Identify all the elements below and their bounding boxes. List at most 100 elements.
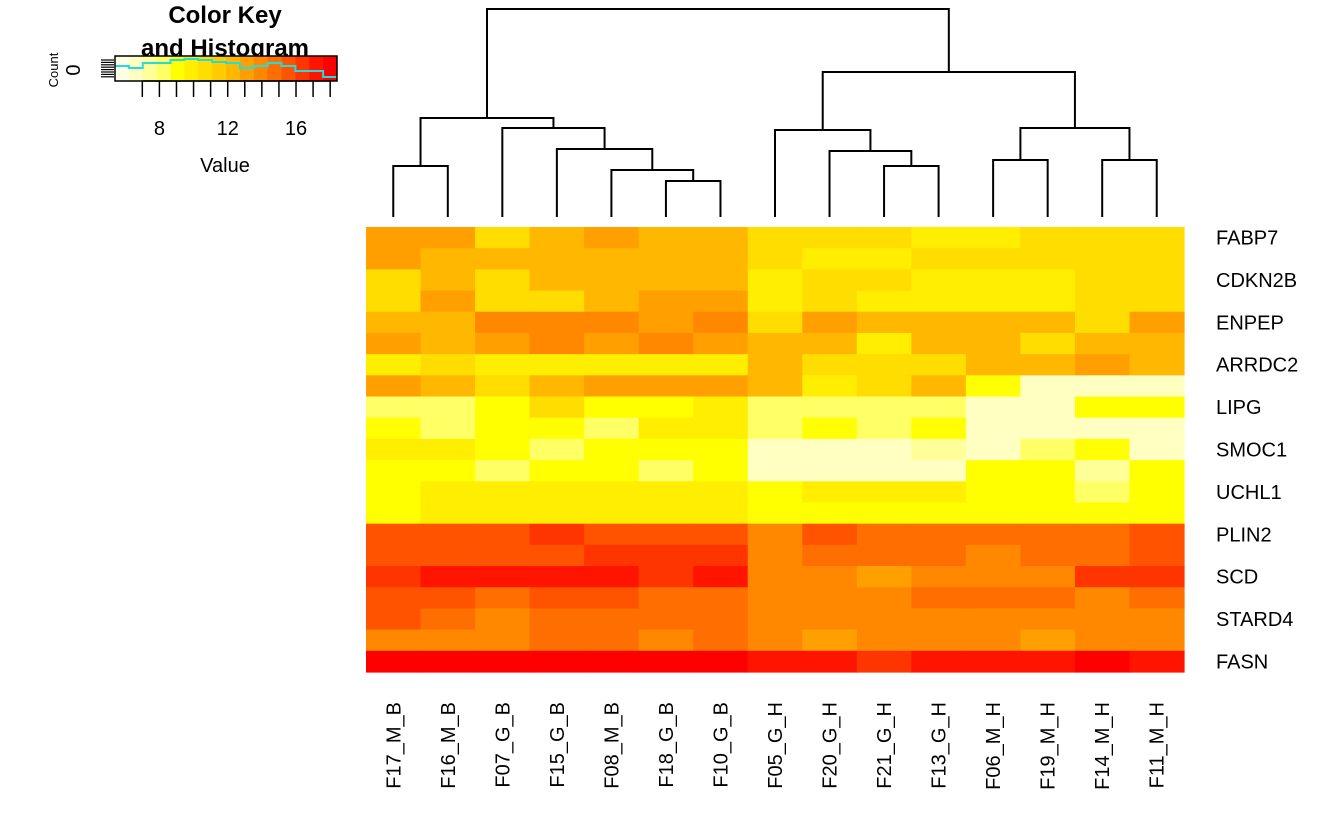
heatmap-cell bbox=[366, 438, 422, 461]
heatmap-cell bbox=[965, 460, 1021, 482]
heatmap-cell bbox=[366, 417, 422, 440]
heatmap-cell bbox=[584, 227, 640, 249]
heatmap-cell bbox=[475, 269, 531, 292]
row-label: STARD4 bbox=[1216, 609, 1293, 631]
heatmap-cell bbox=[856, 608, 912, 631]
heatmap-cell bbox=[420, 650, 476, 673]
heatmap-cell bbox=[1129, 269, 1185, 292]
heatmap-cell bbox=[366, 650, 422, 673]
heatmap-cell bbox=[747, 629, 803, 652]
heatmap-cell bbox=[747, 502, 803, 525]
heatmap-cell bbox=[693, 629, 749, 652]
heatmap-cell bbox=[366, 629, 422, 652]
heatmap-cell bbox=[420, 566, 476, 588]
heatmap-cell bbox=[693, 396, 749, 419]
heatmap-cell bbox=[475, 438, 531, 461]
heatmap-cell bbox=[802, 248, 858, 270]
heatmap-cell bbox=[366, 544, 422, 567]
heatmap-cell bbox=[638, 311, 694, 334]
heatmap-cell bbox=[1020, 332, 1076, 355]
heatmap-cell bbox=[856, 502, 912, 525]
color-key-histogram bbox=[115, 58, 337, 78]
heatmap-cell bbox=[638, 290, 694, 313]
heatmap-cell bbox=[529, 332, 585, 355]
heatmap-cell bbox=[747, 608, 803, 631]
column-label: F18_G_B bbox=[656, 702, 678, 788]
heatmap-cell bbox=[693, 460, 749, 482]
heatmap-cell bbox=[475, 290, 531, 313]
heatmap-cell bbox=[475, 650, 531, 673]
heatmap-cell bbox=[475, 354, 531, 376]
row-label: PLIN2 bbox=[1216, 524, 1272, 546]
color-key-swatch bbox=[309, 56, 324, 81]
heatmap-cell bbox=[911, 608, 967, 631]
heatmap-cell bbox=[1020, 417, 1076, 440]
heatmap-cell bbox=[1020, 396, 1076, 419]
heatmap-cell bbox=[1129, 566, 1185, 588]
heatmap-cell bbox=[856, 629, 912, 652]
heatmap-cell bbox=[911, 332, 967, 355]
heatmap-cell bbox=[420, 375, 476, 398]
heatmap-cell bbox=[802, 269, 858, 292]
heatmap-cell bbox=[747, 544, 803, 567]
heatmap-cell bbox=[1074, 629, 1131, 652]
dendrogram-branch bbox=[664, 180, 722, 217]
color-key: Color Key and Histogram 8 12 16 Value Coun… bbox=[46, 2, 338, 177]
color-key-ytick: 0 bbox=[63, 64, 85, 75]
heatmap-cell bbox=[420, 227, 476, 249]
heatmap-cell bbox=[638, 502, 694, 525]
heatmap-cell bbox=[1020, 566, 1076, 588]
heatmap-cell bbox=[475, 375, 531, 398]
dendrogram-branch bbox=[610, 169, 695, 217]
row-label: SCD bbox=[1216, 567, 1258, 589]
heatmap-cell bbox=[965, 269, 1021, 292]
heatmap-cell bbox=[856, 332, 912, 355]
heatmap-cell bbox=[1020, 269, 1076, 292]
heatmap-cell bbox=[1129, 248, 1185, 270]
row-label: LIPG bbox=[1216, 397, 1262, 419]
heatmap-cell bbox=[802, 502, 858, 525]
color-key-xtick-label: 8 bbox=[154, 118, 165, 140]
heatmap-cell bbox=[856, 650, 912, 673]
heatmap-cell bbox=[1074, 332, 1131, 355]
dendrogram-branch bbox=[1101, 159, 1158, 217]
heatmap-cell bbox=[856, 438, 912, 461]
heatmap-cell bbox=[747, 566, 803, 588]
heatmap-cell bbox=[420, 438, 476, 461]
heatmap-cell bbox=[1129, 544, 1185, 567]
heatmap-cell bbox=[1020, 587, 1076, 610]
heatmap-cell bbox=[638, 227, 694, 249]
heatmap-cell bbox=[420, 608, 476, 631]
heatmap-cell bbox=[420, 354, 476, 376]
heatmap-cell bbox=[747, 354, 803, 376]
heatmap-cell bbox=[529, 587, 585, 610]
heatmap-cell bbox=[638, 608, 694, 631]
heatmap-cell bbox=[1129, 481, 1185, 504]
heatmap-cell bbox=[1074, 481, 1131, 504]
heatmap-cell bbox=[366, 481, 422, 504]
heatmap-cell bbox=[638, 417, 694, 440]
heatmap-cell bbox=[1020, 481, 1076, 504]
heatmap-cells bbox=[366, 227, 1185, 673]
column-label: F21_G_H bbox=[874, 702, 896, 789]
heatmap-cell bbox=[965, 248, 1021, 270]
heatmap-cell bbox=[856, 587, 912, 610]
heatmap-cell bbox=[420, 311, 476, 334]
heatmap-cell bbox=[475, 417, 531, 440]
heatmap-cell bbox=[1020, 290, 1076, 313]
heatmap-cell bbox=[366, 375, 422, 398]
color-key-title: Color Key bbox=[168, 2, 282, 29]
heatmap-cell bbox=[802, 523, 858, 546]
heatmap-cell bbox=[638, 566, 694, 588]
heatmap-cell bbox=[475, 608, 531, 631]
heatmap-cell bbox=[1074, 290, 1131, 313]
heatmap-cell bbox=[911, 396, 967, 419]
color-key-xtick-label: 16 bbox=[285, 118, 307, 140]
heatmap-cell bbox=[420, 481, 476, 504]
heatmap-cell bbox=[802, 354, 858, 376]
heatmap-cell bbox=[1074, 311, 1131, 334]
heatmap-cell bbox=[1129, 650, 1185, 673]
heatmap-cell bbox=[802, 587, 858, 610]
row-label: UCHL1 bbox=[1216, 482, 1282, 504]
dendrogram-branch bbox=[486, 8, 950, 118]
